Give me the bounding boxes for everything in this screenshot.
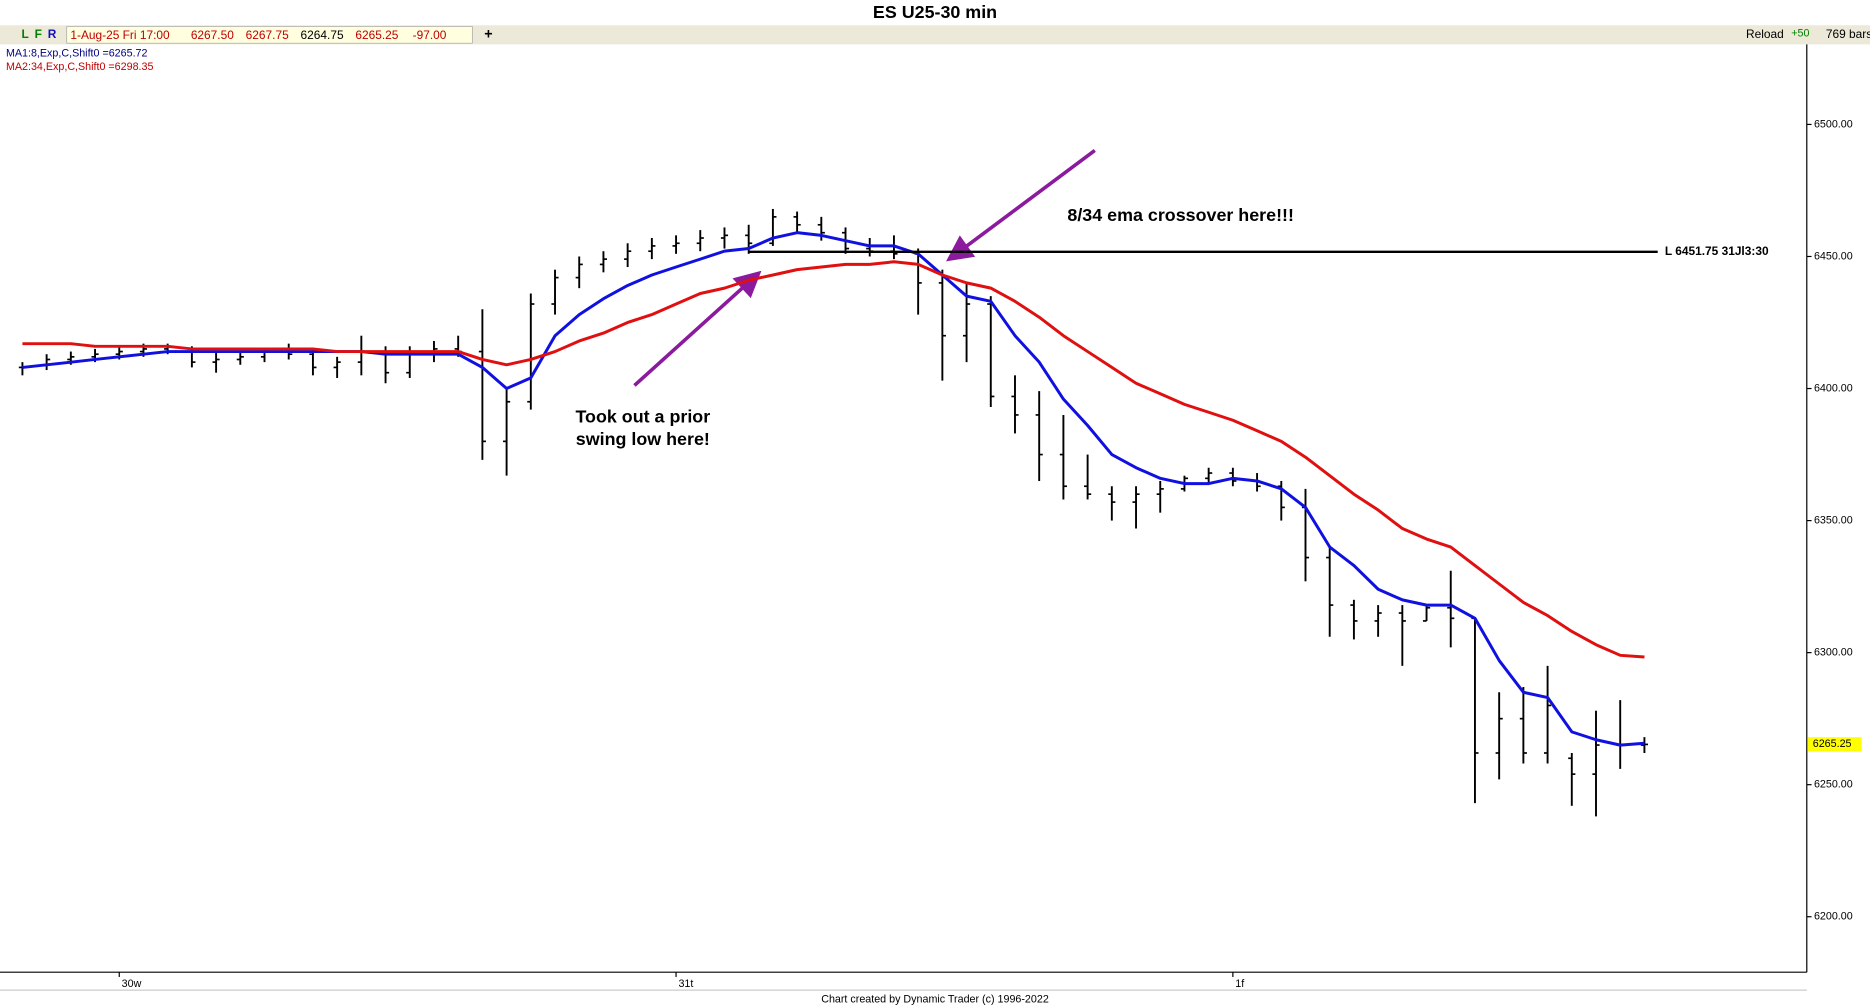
arrow <box>633 285 746 387</box>
y-tick-label: 6400.00 <box>1814 382 1853 394</box>
ma-line <box>22 260 1645 659</box>
y-tick-label: 6200.00 <box>1814 911 1853 923</box>
quote-open: 6267.50 <box>191 28 234 42</box>
legend-entry: MA2:34,Exp,C,Shift0 =6298.35 <box>6 61 154 73</box>
quote-close: 6265.25 <box>355 28 398 42</box>
y-tick-label: 6500.00 <box>1814 118 1853 130</box>
button[interactable]: F <box>35 27 42 41</box>
level-label: L 6451.75 31Jl3:30 <box>1665 244 1769 258</box>
last-price-tag <box>1807 737 1862 752</box>
footer: Chart created by Dynamic Trader (c) 1996… <box>821 993 1049 1005</box>
chart-title: ES U25-30 min <box>873 2 997 22</box>
y-tick-label: 6350.00 <box>1814 514 1853 526</box>
quote-low: 6264.75 <box>301 28 344 42</box>
ma-line <box>22 231 1645 747</box>
annotation: Took out a prior <box>575 406 710 426</box>
x-tick-label: 31t <box>678 978 693 990</box>
bar-count: 769 bars <box>1826 27 1870 41</box>
last-price-label: 6265.25 <box>1813 738 1852 750</box>
y-tick-label: 6300.00 <box>1814 646 1853 658</box>
quote-box <box>66 26 473 44</box>
x-tick-label: 30w <box>122 978 142 990</box>
quote-change: -97.00 <box>413 28 447 42</box>
legend-entry: MA1:8,Exp,C,Shift0 =6265.72 <box>6 48 148 60</box>
x-tick-label: 1f <box>1235 978 1244 990</box>
quote-high: 6267.75 <box>246 28 289 42</box>
y-tick-label: 6450.00 <box>1814 250 1853 262</box>
annotation: swing low here! <box>576 429 710 449</box>
annotation: 8/34 ema crossover here!!! <box>1067 205 1294 225</box>
y-tick-label: 6250.00 <box>1814 779 1853 791</box>
button[interactable]: R <box>48 27 57 41</box>
add-button[interactable]: + <box>484 27 492 43</box>
button[interactable]: L <box>21 27 28 41</box>
arrow <box>962 149 1096 250</box>
step: +50 <box>1791 27 1809 39</box>
quote-date: 1-Aug-25 Fri 17:00 <box>70 28 170 42</box>
reload-button[interactable]: Reload <box>1746 27 1784 41</box>
annotation-arrows <box>633 149 1096 387</box>
arrow-head <box>946 235 976 262</box>
